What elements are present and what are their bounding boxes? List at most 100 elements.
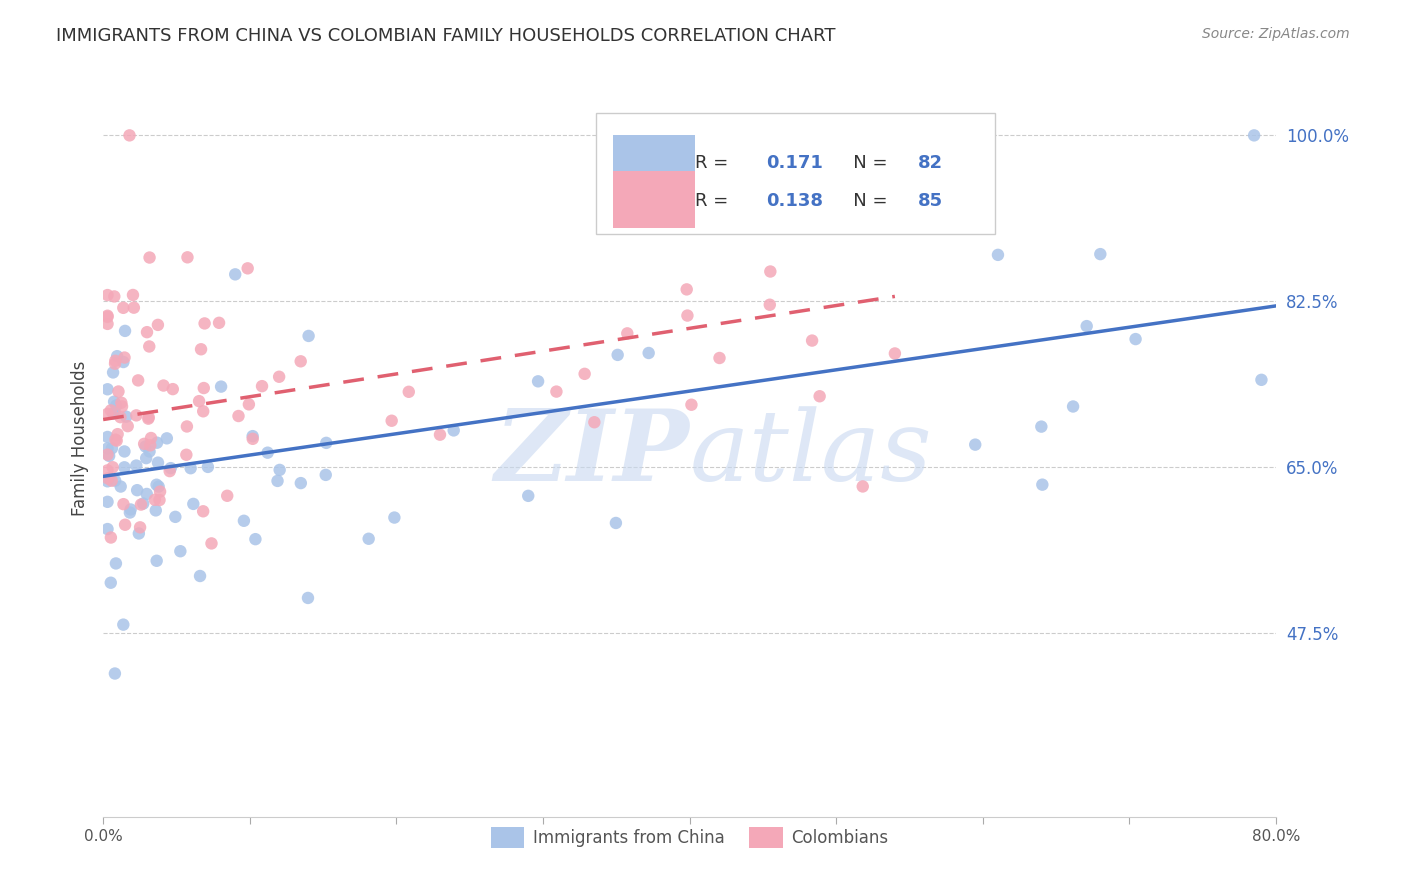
Point (110, 410, 132, 425)
Point (675, 282, 697, 296)
Point (97, 471, 120, 485)
Point (156, 431, 179, 445)
Point (107, 384, 129, 399)
Point (127, 373, 149, 387)
Point (96, 309, 118, 323)
Point (574, 367, 596, 381)
Point (190, 343, 212, 357)
Point (987, 248, 1010, 262)
Point (146, 456, 169, 470)
Point (112, 617, 135, 632)
Point (139, 431, 162, 445)
FancyBboxPatch shape (596, 112, 994, 234)
Point (159, 464, 181, 478)
Point (143, 492, 166, 507)
Point (152, 378, 174, 392)
Point (1243, 128, 1265, 143)
Point (96, 522, 118, 536)
Point (208, 316, 231, 330)
Point (96, 310, 118, 324)
Text: R =: R = (696, 193, 734, 211)
Point (96, 448, 118, 462)
Point (118, 506, 141, 520)
Point (883, 346, 905, 360)
Point (101, 460, 124, 475)
Point (1250, 373, 1272, 387)
Point (194, 317, 217, 331)
Point (112, 355, 135, 369)
Point (134, 440, 156, 454)
Point (103, 289, 125, 303)
Point (165, 509, 187, 524)
Text: 0.171: 0.171 (766, 154, 823, 172)
Point (100, 575, 122, 590)
Point (104, 406, 127, 420)
Text: 85: 85 (918, 193, 943, 211)
Point (315, 435, 337, 450)
Point (1076, 319, 1098, 334)
Point (114, 351, 136, 365)
Point (104, 433, 127, 447)
Point (122, 301, 145, 315)
Point (217, 489, 239, 503)
Point (801, 334, 824, 348)
Point (138, 410, 160, 425)
Point (105, 434, 128, 448)
Point (145, 477, 167, 491)
Text: atlas: atlas (689, 406, 932, 501)
Point (188, 569, 211, 583)
Point (245, 532, 267, 546)
Point (1090, 247, 1112, 261)
Point (159, 461, 181, 475)
Point (100, 474, 122, 488)
Point (242, 429, 264, 443)
Point (127, 483, 149, 498)
Point (1125, 332, 1147, 346)
Point (129, 520, 152, 534)
Point (146, 435, 169, 450)
Point (96, 475, 118, 489)
Point (238, 397, 260, 411)
Point (149, 484, 172, 499)
Point (398, 384, 420, 399)
Point (681, 398, 703, 412)
Point (637, 346, 659, 360)
Point (139, 438, 162, 452)
Point (101, 442, 124, 456)
Text: IMMIGRANTS FROM CHINA VS COLOMBIAN FAMILY HOUSEHOLDS CORRELATION CHART: IMMIGRANTS FROM CHINA VS COLOMBIAN FAMIL… (56, 27, 835, 45)
Point (606, 348, 628, 362)
Point (583, 415, 606, 429)
Point (180, 461, 202, 475)
Point (315, 467, 337, 482)
FancyBboxPatch shape (613, 171, 696, 227)
Point (269, 369, 291, 384)
Point (97, 471, 120, 485)
Point (242, 432, 264, 446)
Point (96, 288, 118, 302)
Point (197, 459, 219, 474)
Point (148, 493, 170, 508)
Point (290, 476, 312, 491)
Text: R =: R = (696, 154, 734, 172)
Point (136, 411, 159, 425)
Point (128, 526, 150, 541)
Point (193, 381, 215, 395)
Point (209, 379, 232, 393)
Point (759, 264, 782, 278)
Point (96, 463, 118, 477)
Point (527, 374, 550, 388)
Point (105, 399, 128, 413)
Point (96, 317, 118, 331)
Point (236, 261, 259, 276)
Point (125, 458, 148, 473)
Point (852, 479, 875, 493)
Point (134, 437, 156, 451)
Text: N =: N = (837, 154, 893, 172)
Point (381, 414, 404, 428)
Point (266, 474, 288, 488)
Point (148, 479, 170, 493)
Point (384, 510, 406, 524)
Point (96, 382, 118, 396)
Point (232, 514, 254, 528)
Point (114, 324, 136, 338)
